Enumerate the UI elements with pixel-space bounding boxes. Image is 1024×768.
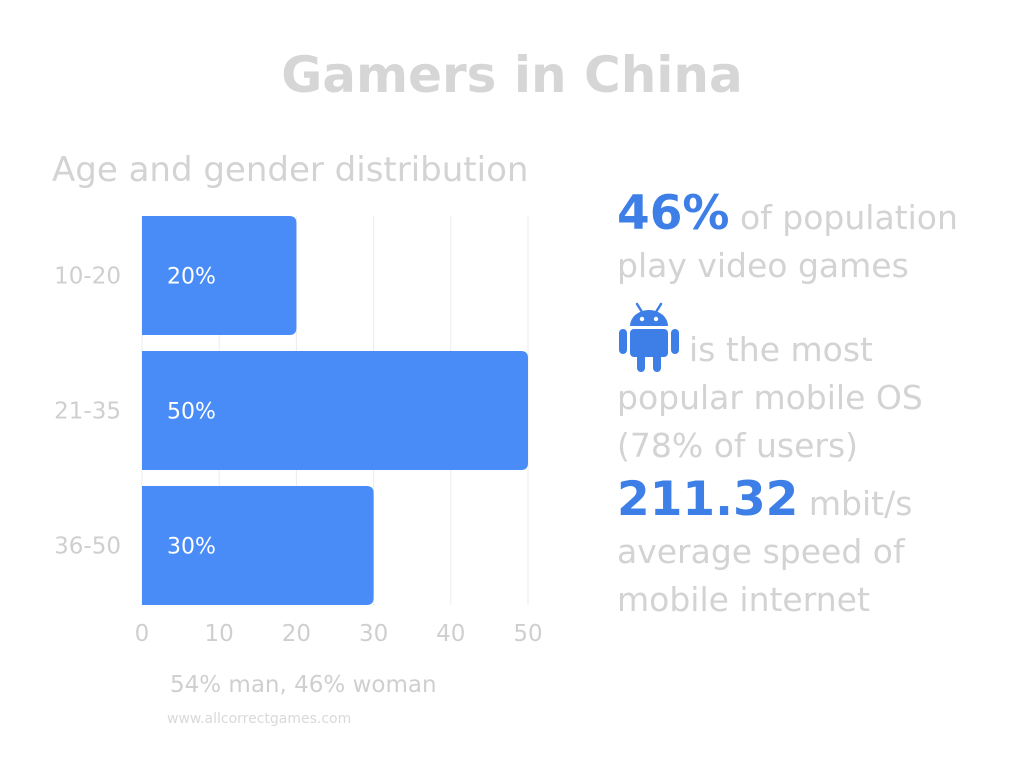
bar-10-20 <box>142 216 297 335</box>
bar-chart: 0 10 20 30 40 50 20% 10-20 50% 21-35 30% 36-50 <box>54 216 543 647</box>
os-stat: is the most popular mobile OS (78% of us… <box>617 296 1017 470</box>
population-text-1: of population <box>740 198 958 237</box>
gender-caption: 54% man, 46% woman <box>170 672 437 698</box>
os-text-2: popular mobile OS <box>617 378 923 417</box>
population-percent: 46% <box>617 186 730 241</box>
speed-stat: 211.32 mbit/s average speed of mobile in… <box>617 476 1017 624</box>
category-label: 10-20 <box>54 264 121 290</box>
bar-21-35 <box>142 351 528 470</box>
x-tick-label: 40 <box>436 621 465 647</box>
category-label: 36-50 <box>54 534 121 560</box>
page-title: Gamers in China <box>281 46 743 104</box>
chart-subtitle: Age and gender distribution <box>52 150 529 190</box>
x-tick-label: 0 <box>135 621 150 647</box>
population-stat: 46% of population play video games <box>617 190 1017 290</box>
bar-data-label: 20% <box>167 265 216 290</box>
os-text-3: (78% of users) <box>617 426 859 465</box>
speed-text-1: average speed of <box>617 532 905 571</box>
speed-value: 211.32 <box>617 472 799 527</box>
stats-panel: 46% of population play video games <box>617 190 1017 630</box>
population-text-2: play video games <box>617 246 909 285</box>
android-icon <box>619 302 679 372</box>
speed-unit: mbit/s <box>808 484 913 523</box>
bar-data-label: 30% <box>167 535 216 560</box>
bar-36-50 <box>142 486 374 605</box>
website-link[interactable]: www.allcorrectgames.com <box>167 711 352 727</box>
x-tick-label: 50 <box>513 621 542 647</box>
category-label: 21-35 <box>54 399 121 425</box>
x-tick-label: 20 <box>282 621 311 647</box>
x-tick-label: 10 <box>205 621 234 647</box>
speed-text-2: mobile internet <box>617 580 870 619</box>
os-text-1: is the most <box>689 330 873 369</box>
bar-data-label: 50% <box>167 400 216 425</box>
x-tick-label: 30 <box>359 621 388 647</box>
